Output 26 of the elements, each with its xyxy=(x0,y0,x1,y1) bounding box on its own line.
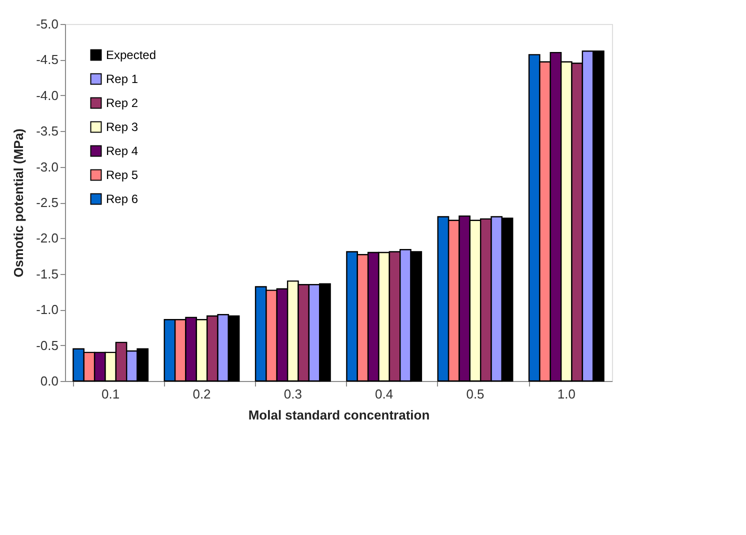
x-tick-label: 0.1 xyxy=(102,386,120,402)
legend-label: Rep 6 xyxy=(106,192,138,206)
legend-label: Rep 2 xyxy=(106,96,138,110)
y-tick-label: -0.5 xyxy=(36,338,58,353)
x-tick-label: 0.5 xyxy=(466,386,484,402)
x-tick-label: 0.3 xyxy=(284,386,302,402)
x-tick-label: 0.4 xyxy=(375,386,394,402)
x-axis-title: Molal standard concentration xyxy=(248,408,430,422)
y-tick-label: -1.0 xyxy=(36,302,58,318)
legend-label: Rep 5 xyxy=(106,168,138,182)
legend-label: Rep 4 xyxy=(106,144,138,158)
y-tick-label: -2.5 xyxy=(36,195,58,210)
legend-label: Rep 1 xyxy=(106,72,138,86)
y-axis-title: Osmotic potential (MPa) xyxy=(11,128,26,278)
x-tick-label: 1.0 xyxy=(557,386,576,402)
y-tick-label: -3.5 xyxy=(36,124,58,139)
legend-label: Rep 3 xyxy=(106,120,138,134)
y-tick-label: -4.5 xyxy=(36,52,58,68)
y-tick-label: -4.0 xyxy=(36,88,58,103)
y-tick-label: 0.0 xyxy=(40,374,58,388)
y-tick-label: -5.0 xyxy=(36,16,58,32)
y-tick-label: -3.0 xyxy=(36,159,58,174)
legend-label: Expected xyxy=(106,48,156,62)
x-tick-label: 0.2 xyxy=(192,386,211,402)
y-tick-label: -1.5 xyxy=(36,266,58,282)
y-tick-label: -2.0 xyxy=(36,230,58,246)
